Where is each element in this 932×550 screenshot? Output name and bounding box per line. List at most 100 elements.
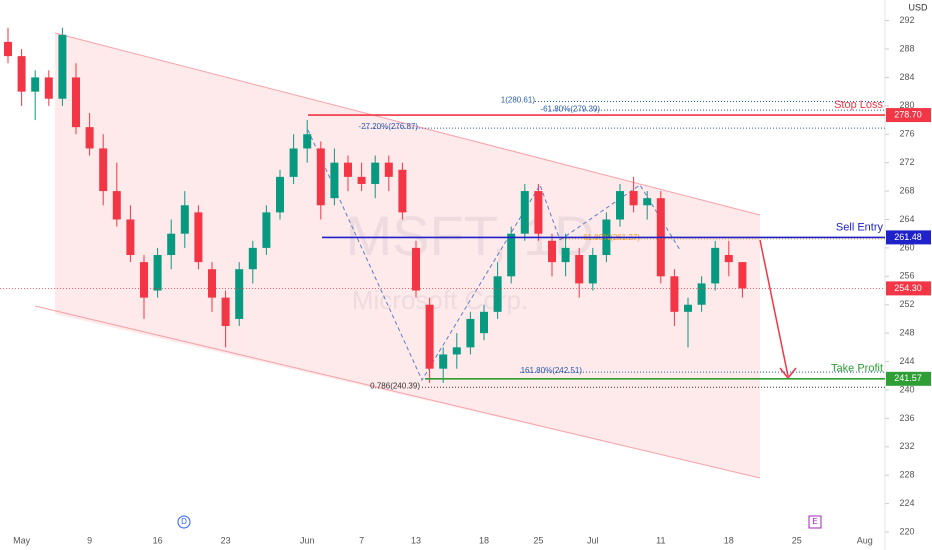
candle-body [44,77,53,99]
level-name: Stop Loss [834,99,883,111]
candle-body [561,247,570,263]
fib-label: -61.80%(279.39) [540,104,600,113]
candle-body [534,191,543,234]
candle-body [452,347,461,355]
candle-body [357,176,366,184]
y-tick-label: 284 [899,72,914,82]
y-tick-label: 240 [899,384,914,394]
y-tick-label: 292 [899,15,914,25]
candle-body [412,247,420,291]
candle-body [99,148,108,192]
candle-body [344,162,352,177]
level-price-label: 278.70 [894,109,922,119]
candle-body [112,191,121,220]
candle-body [194,212,203,263]
candle-body [235,269,244,319]
y-tick-label: 228 [899,470,914,480]
event-label: E [812,517,817,526]
candle-body [493,276,502,312]
candle-body [208,269,216,298]
candle-body [616,191,624,220]
candle-body [72,77,80,128]
candle-body [303,134,312,149]
level-price-tag [886,230,931,245]
channel-upper [54,32,761,216]
current-price-tag [886,281,931,296]
candle-body [548,240,556,263]
x-tick-label: 23 [221,535,231,545]
target-arrow-head [779,367,797,380]
event-label: D [181,517,187,526]
channel-lower [34,305,761,479]
candle-body [153,255,162,291]
fib-label: 1(280.61) [501,96,536,105]
candle-body [738,262,747,289]
candle-body [17,56,26,92]
level-price-label: 241.57 [894,373,922,383]
candle-body [4,41,12,57]
candle-body [126,219,135,256]
candle-body [289,148,298,177]
x-tick-label: 25 [792,535,802,545]
y-tick-label: 272 [899,157,914,167]
x-tick-label: 11 [656,535,665,545]
x-tick-label: 7 [359,535,364,545]
x-tick-label: May [13,535,31,545]
y-tick-label: 220 [899,526,914,536]
x-tick-label: Aug [857,535,873,545]
level-price-label: 261.48 [894,232,922,242]
zigzag-1 [307,129,561,382]
fib-label: 0.786(240.39) [370,381,420,390]
level-price-tag [886,108,931,123]
candle-body [629,191,638,206]
x-tick-label: 13 [411,535,421,545]
candle-body [371,162,380,184]
level-name: Sell Entry [836,221,884,233]
y-tick-label: 244 [899,356,914,366]
y-tick-label: 236 [899,413,914,423]
candle-body [684,304,692,312]
candle-body [439,354,448,369]
x-tick-label: 16 [153,535,163,545]
x-tick-label: 9 [87,535,92,545]
candle-body [724,255,733,263]
candle-body [31,77,40,92]
candle-body [711,247,720,284]
fib-label: -27.20%(276.87) [358,122,418,131]
candle-body [507,233,516,277]
candle-body [398,169,407,213]
y-tick-label: 252 [899,299,914,309]
candle-body [276,176,284,213]
candle-body [643,198,652,206]
candle-body [58,34,67,99]
level-price-tag [886,371,931,386]
watermark-symbol: MSFT, 1D [346,204,595,267]
level-name: Take Profit [831,363,883,375]
candle-body [221,297,230,327]
candle-body [167,233,176,256]
event-marker [177,515,191,529]
x-tick-label: 18 [479,535,489,545]
candle-body [670,276,679,312]
candle-body [384,162,393,177]
x-tick-label: 25 [533,535,543,545]
candle-body [466,318,475,348]
y-tick-label: 224 [899,498,914,508]
candle-body [140,262,148,298]
y-tick-label: 260 [899,242,914,252]
currency: USD [908,2,928,12]
watermark-name: Microsoft Corp. [352,285,528,315]
y-tick-label: 268 [899,185,914,195]
y-tick-label: 288 [899,43,914,53]
candle-body [588,255,597,284]
y-tick-label: 248 [899,328,914,338]
candle-body [697,283,706,305]
target-arrow [759,239,789,377]
y-tick-label: 232 [899,441,914,451]
candle-body [85,127,94,149]
y-tick-label: 264 [899,214,914,224]
y-tick-label: 276 [899,129,914,139]
event-marker [808,515,822,529]
x-tick-label: 18 [724,535,734,545]
